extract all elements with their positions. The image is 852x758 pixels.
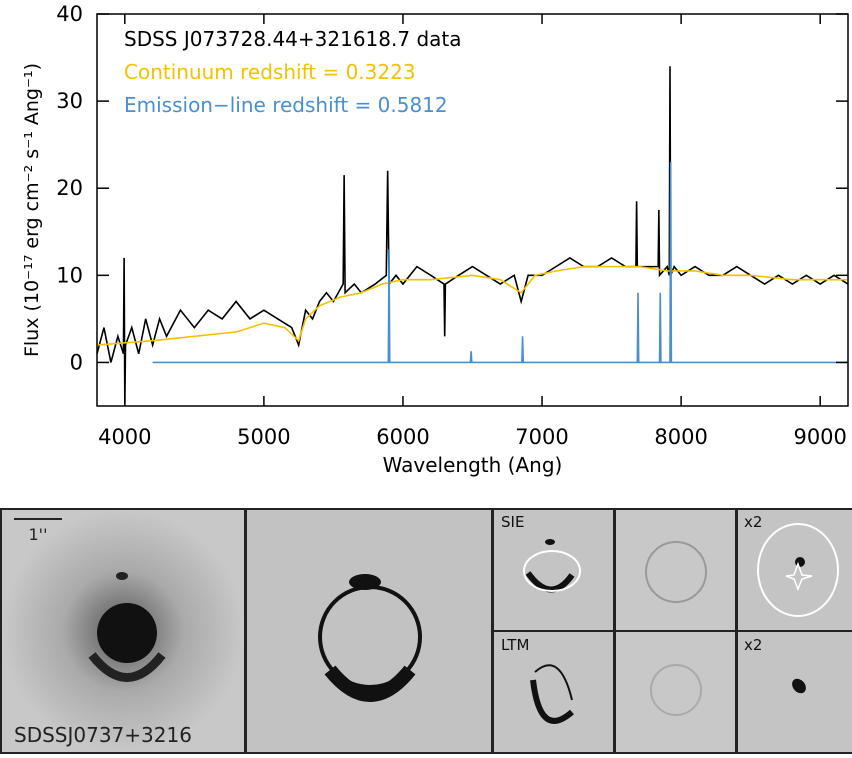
image-panel — [738, 632, 852, 752]
arc — [534, 664, 573, 701]
residual — [645, 541, 707, 603]
magnification-label: x2 — [744, 636, 762, 654]
caustic — [523, 550, 581, 592]
source — [795, 557, 805, 567]
y-tick-label: 30 — [56, 89, 83, 113]
source — [792, 678, 806, 694]
model-label: SIE — [501, 513, 524, 531]
residual — [650, 664, 702, 716]
x-tick-label: 4000 — [98, 425, 151, 449]
image-panel — [494, 632, 613, 752]
legend-entry: Emission−line redshift = 0.5812 — [124, 93, 448, 117]
series-line — [96, 265, 848, 346]
scale-label: 1'' — [29, 525, 48, 544]
magnification-label: x2 — [744, 513, 762, 531]
critical-curve — [757, 523, 839, 617]
caustic — [785, 561, 813, 592]
image-panel — [247, 510, 491, 752]
x-tick-label: 9000 — [793, 425, 846, 449]
legend-entry: Continuum redshift = 0.3223 — [124, 60, 416, 84]
arc — [116, 572, 128, 580]
series-line — [152, 162, 848, 364]
y-axis-label: Flux (10⁻¹⁷ erg cm⁻² s⁻¹ Ang⁻¹) — [21, 63, 43, 357]
arc — [545, 539, 555, 545]
spectrum-chart: 4000 5000 6000 7000 8000 9000 0 10 20 30 40 Wavelen… — [21, 2, 849, 477]
plot-frame — [96, 13, 849, 407]
image-panel — [494, 510, 613, 630]
x-tick-label: 8000 — [654, 425, 707, 449]
arc — [525, 571, 575, 593]
y-tick-label: 20 — [56, 176, 83, 200]
image-panels: 1'' SDSSJ0737+3216 SIE x2 LTM x2 — [0, 508, 852, 754]
x-tick-label: 5000 — [237, 425, 290, 449]
model-label: LTM — [501, 636, 529, 654]
arc — [324, 665, 416, 702]
plot-clip-bg — [97, 14, 848, 406]
galaxy-core — [97, 603, 157, 663]
arc — [530, 679, 574, 724]
image-panel — [616, 632, 735, 752]
legend-entry: SDSS J073728.44+321618.7 data — [124, 27, 462, 51]
object-name: SDSSJ0737+3216 — [14, 723, 192, 747]
x-tick-label: 6000 — [376, 425, 429, 449]
image-panel — [616, 510, 735, 630]
arc — [349, 574, 381, 590]
x-axis-label: Wavelength (Ang) — [383, 453, 563, 477]
y-tick-label: 40 — [56, 2, 83, 26]
y-tick-label: 10 — [56, 263, 83, 287]
x-tick-label: 7000 — [515, 425, 568, 449]
y-tick-label: 0 — [70, 350, 83, 374]
arc — [88, 652, 166, 682]
